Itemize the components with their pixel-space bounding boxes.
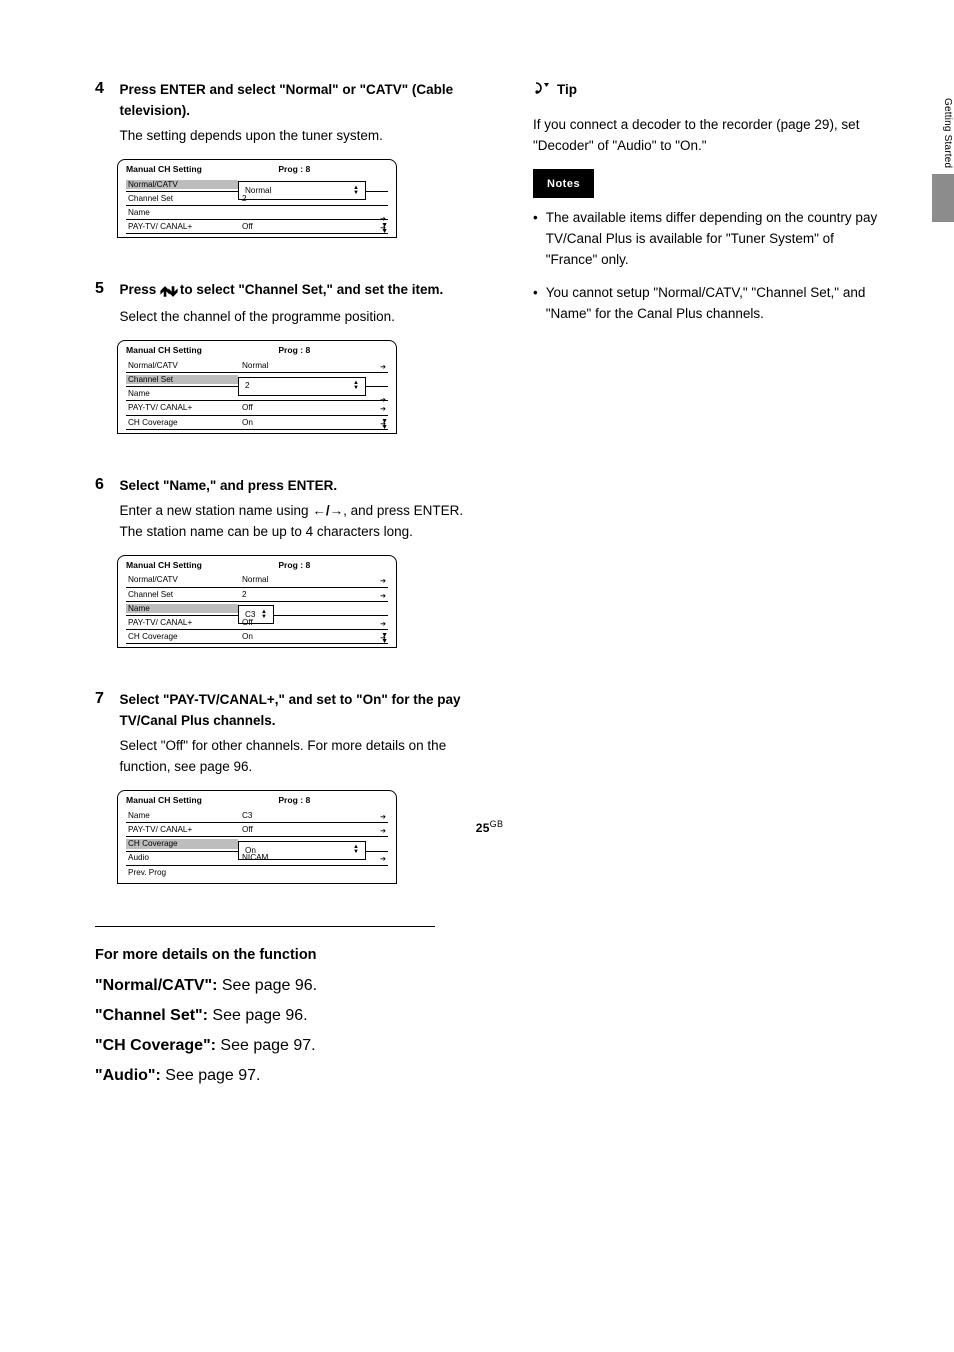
step-5-sub: Select the channel of the programme posi… [119,307,464,328]
step-6-text: Select "Name," and press ENTER. [119,478,337,493]
step-5-text-post: to select "Channel Set," and set the ite… [176,282,443,297]
more-details-title: For more details on the function [95,947,435,963]
step-4-text: Press ENTER and select "Normal" or "CATV… [119,82,453,118]
notes-label: Notes [533,169,594,198]
step-4: 4 Press ENTER and select "Normal" or "CA… [95,80,475,238]
step-4-number: 4 [95,80,115,98]
step-7-text: Select "PAY-TV/CANAL+," and set to "On" … [119,692,460,728]
step-7: 7 Select "PAY-TV/CANAL+," and set to "On… [95,690,475,884]
panel-step7: Manual CH Setting Prog : 8 NameC3➔ PAY-T… [117,790,397,884]
section-tab-label: Getting Started [942,98,953,118]
tip-row: Tip [533,80,883,101]
section-tab [932,174,954,222]
panel-step5: Manual CH Setting Prog : 8 Normal/CATVNo… [117,340,397,434]
step-6-sub: Enter a new station name using ←/→, and … [119,501,464,543]
step-5-number: 5 [95,280,115,298]
step-7-sub: Select "Off" for other channels. For mor… [119,736,464,778]
tip-label: Tip [557,80,577,101]
step-5: 5 Press 🡹🡻 to select "Channel Set," and … [95,280,475,433]
tip-body: If you connect a decoder to the recorder… [533,115,883,157]
step-6-number: 6 [95,476,115,494]
tip-icon [533,80,551,100]
step-7-number: 7 [95,690,115,708]
step-6: 6 Select "Name," and press ENTER. Enter … [95,476,475,649]
right-column: Tip If you connect a decoder to the reco… [533,80,883,1097]
left-column: 4 Press ENTER and select "Normal" or "CA… [95,80,475,1097]
panel-step6: Manual CH Setting Prog : 8 Normal/CATVNo… [117,555,397,649]
step-5-text-pre: Press [119,282,160,297]
step-4-sub: The setting depends upon the tuner syste… [119,126,464,147]
updown-arrows-icon: 🡹🡻 [160,281,176,303]
panel-step4: Manual CH Setting Prog : 8 Normal/CATVNo… [117,159,397,239]
note-1: •The available items differ depending on… [533,208,883,271]
note-2: •You cannot setup "Normal/CATV," "Channe… [533,283,883,325]
more-details: For more details on the function "Normal… [95,926,435,1085]
